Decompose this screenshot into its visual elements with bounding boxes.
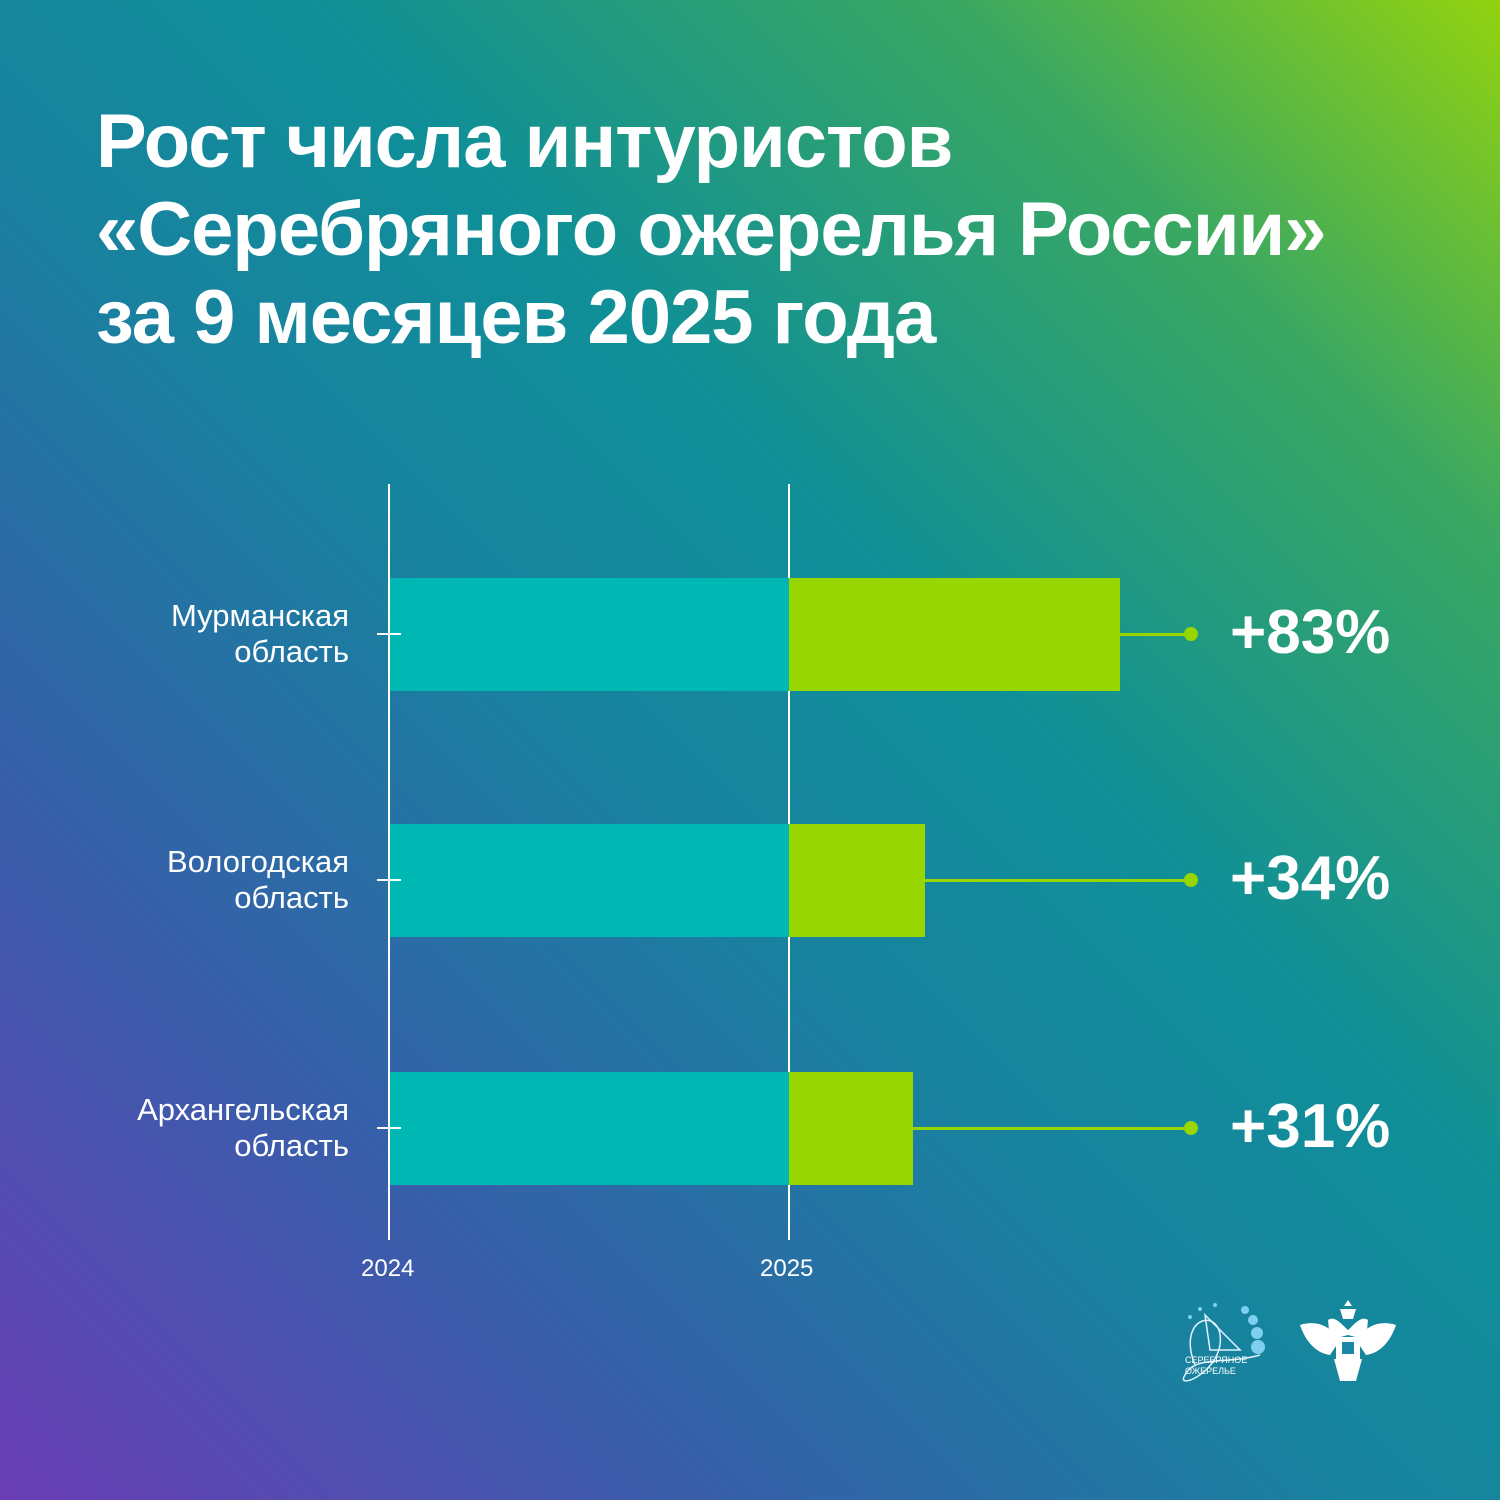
title-line: «Серебряного ожерелья России» [96, 187, 1327, 272]
bar-2024 [390, 1072, 789, 1185]
connector-dot [1184, 1121, 1198, 1135]
category-label-line: Вологодская [167, 844, 349, 879]
connector-dot [1184, 873, 1198, 887]
bar-2024 [390, 578, 789, 691]
category-label: Вологодская область [167, 844, 349, 916]
svg-text:ОЖЕРЕЛЬЕ: ОЖЕРЕЛЬЕ [1185, 1366, 1236, 1376]
title-line: за 9 месяцев 2025 года [96, 275, 936, 360]
category-label-line: область [234, 634, 349, 669]
category-label-line: область [234, 880, 349, 915]
connector-line [1120, 633, 1191, 636]
category-label-line: Мурманская [170, 598, 349, 633]
connector-dot [1184, 627, 1198, 641]
chart-title: Рост числа интуристов «Серебряного ожере… [96, 98, 1327, 362]
y-tick [377, 879, 401, 881]
bar-growth [789, 578, 1121, 691]
y-tick [377, 1127, 401, 1129]
bar-growth [789, 1072, 913, 1185]
bar-growth [789, 824, 925, 937]
title-line: Рост числа интуристов [96, 99, 953, 184]
logos: СЕРЕБРЯНОЕ ОЖЕРЕЛЬЕ [1165, 1295, 1415, 1400]
category-label: Мурманская область [171, 598, 349, 670]
growth-label: +31% [1230, 1092, 1391, 1161]
silver-necklace-logo-icon: СЕРЕБРЯНОЕ ОЖЕРЕЛЬЕ [1182, 1300, 1396, 1382]
growth-label: +83% [1230, 598, 1391, 667]
x-tick-label: 2024 [361, 1255, 415, 1282]
category-label-line: область [234, 1128, 349, 1163]
axis-line-2024 [388, 484, 390, 1240]
x-tick-label: 2025 [760, 1255, 814, 1282]
connector-line [924, 879, 1191, 882]
category-label-line: Архангельская [137, 1092, 349, 1127]
growth-label: +34% [1230, 844, 1391, 913]
connector-line [912, 1127, 1191, 1130]
bar-2024 [390, 824, 789, 937]
svg-text:СЕРЕБРЯНОЕ: СЕРЕБРЯНОЕ [1185, 1355, 1247, 1365]
category-label: Архангельская область [137, 1092, 349, 1164]
y-tick [377, 633, 401, 635]
